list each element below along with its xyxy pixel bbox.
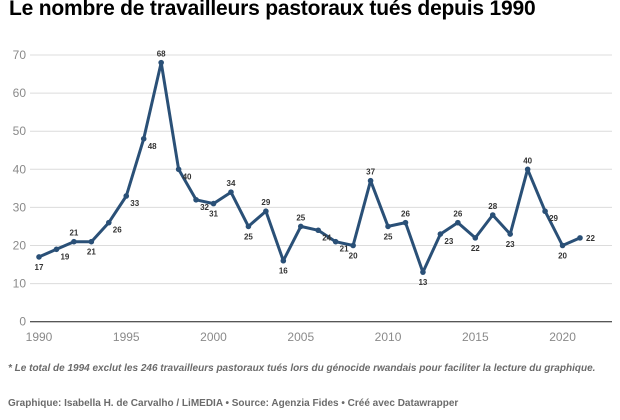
data-point-label: 23 xyxy=(506,240,515,249)
data-point xyxy=(489,212,496,218)
data-point xyxy=(53,246,60,253)
data-point xyxy=(367,177,374,184)
data-point xyxy=(228,189,234,195)
data-point xyxy=(332,238,339,245)
data-point xyxy=(559,242,566,249)
y-tick-label: 40 xyxy=(13,162,27,176)
data-point xyxy=(106,219,112,226)
data-point-label: 25 xyxy=(244,232,253,241)
data-point xyxy=(297,223,304,230)
data-point xyxy=(158,59,164,66)
data-point xyxy=(245,223,252,230)
data-point-label: 20 xyxy=(349,252,358,261)
x-tick-label: 2010 xyxy=(375,330,402,344)
chart-title: Le nombre de travailleurs pastoraux tués… xyxy=(9,0,536,20)
data-point xyxy=(71,238,77,245)
data-point xyxy=(263,208,269,215)
data-point xyxy=(420,269,426,275)
data-point-label: 68 xyxy=(157,50,166,59)
data-point-label: 31 xyxy=(209,210,218,219)
data-point xyxy=(385,223,391,230)
data-point xyxy=(123,193,130,199)
data-point-label: 22 xyxy=(586,234,595,243)
data-point-label: 22 xyxy=(471,244,480,253)
data-point xyxy=(455,219,461,226)
data-point-label: 26 xyxy=(113,226,122,235)
data-point-label: 29 xyxy=(261,198,270,207)
data-point-label: 23 xyxy=(444,237,453,246)
x-tick-label: 2005 xyxy=(287,330,314,344)
data-point-label: 32 xyxy=(200,203,209,212)
data-point-label: 34 xyxy=(227,179,236,188)
data-point xyxy=(193,196,199,203)
data-point-label: 24 xyxy=(322,233,331,242)
data-point-label: 17 xyxy=(35,263,44,272)
data-point-label: 21 xyxy=(69,229,78,238)
data-point xyxy=(402,219,409,226)
x-tick-label: 1995 xyxy=(113,330,140,344)
x-tick-label: 2020 xyxy=(549,330,576,344)
data-point-label: 40 xyxy=(523,156,532,165)
data-point-label: 25 xyxy=(384,232,393,241)
data-point-label: 26 xyxy=(401,210,410,219)
y-tick-label: 70 xyxy=(13,48,27,62)
y-tick-label: 60 xyxy=(13,86,27,100)
data-point-label: 33 xyxy=(130,199,139,208)
data-point-label: 21 xyxy=(340,245,349,254)
data-point xyxy=(577,235,583,241)
y-tick-label: 50 xyxy=(13,124,27,138)
data-point xyxy=(140,136,147,142)
data-point xyxy=(507,231,513,237)
data-point-label: 19 xyxy=(60,252,69,261)
chart-footnote: * Le total de 1994 exclut les 246 travai… xyxy=(8,363,596,374)
line-chart: 0 10 20 30 40 50 60 70 1990 1995 2000 2005 2010 2015 2… xyxy=(13,48,612,344)
data-point-label: 48 xyxy=(148,142,157,151)
data-point xyxy=(210,200,217,207)
x-tick-label: 2000 xyxy=(200,330,227,344)
data-point xyxy=(472,235,479,241)
data-point-label: 29 xyxy=(549,214,558,223)
data-point-label: 26 xyxy=(453,210,462,219)
data-point-label: 37 xyxy=(366,168,375,177)
data-point xyxy=(315,227,322,234)
data-point-label: 13 xyxy=(418,278,427,287)
y-tick-label: 0 xyxy=(19,315,26,329)
x-tick-label: 1990 xyxy=(26,330,53,344)
data-point xyxy=(350,242,356,249)
data-point-label: 16 xyxy=(279,267,288,276)
y-tick-label: 10 xyxy=(13,277,27,291)
data-point xyxy=(280,257,287,264)
y-tick-label: 30 xyxy=(13,200,27,214)
data-point-label: 28 xyxy=(488,202,497,211)
data-point xyxy=(36,254,42,260)
data-point-label: 25 xyxy=(296,213,305,222)
data-point-label: 20 xyxy=(558,252,567,261)
data-point xyxy=(175,166,182,173)
y-tick-label: 20 xyxy=(13,239,27,253)
data-point xyxy=(524,166,531,173)
data-point xyxy=(88,238,95,245)
data-line xyxy=(37,61,582,274)
chart-byline: Graphique: Isabella H. de Carvalho / LiM… xyxy=(8,398,459,409)
x-tick-label: 2015 xyxy=(462,330,489,344)
data-point-label: 21 xyxy=(87,248,96,257)
data-point xyxy=(437,231,444,237)
data-point-label: 40 xyxy=(183,172,192,181)
data-point xyxy=(542,208,548,215)
